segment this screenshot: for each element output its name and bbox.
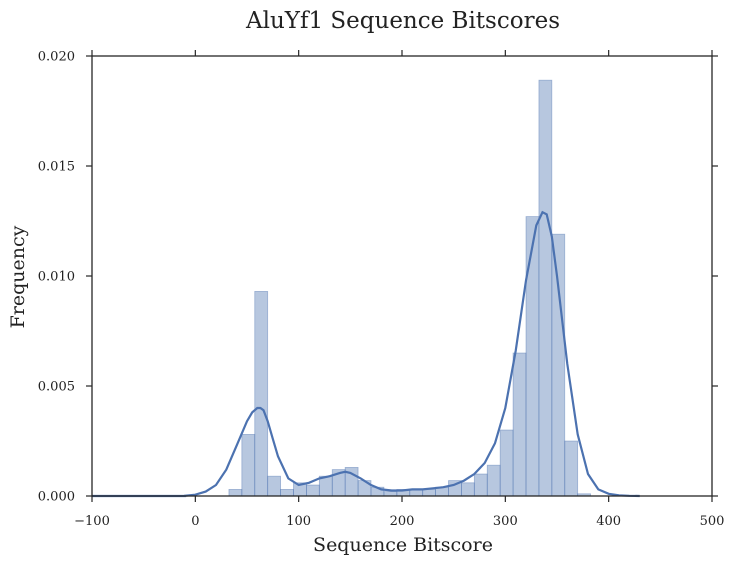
histogram-bar bbox=[525, 216, 540, 497]
y-tick-label: 0.010 bbox=[38, 270, 75, 285]
histogram-bar bbox=[461, 482, 475, 497]
x-tick-label: 100 bbox=[286, 514, 311, 529]
histogram-bar bbox=[241, 433, 256, 497]
histogram-bar bbox=[499, 429, 514, 497]
y-tick-labels: 0.000 0.005 0.010 0.015 0.020 bbox=[38, 50, 75, 505]
x-tick-label: 300 bbox=[493, 514, 518, 529]
histogram-bar bbox=[512, 352, 527, 497]
y-axis-label: Frequency bbox=[7, 225, 29, 328]
histogram-bar bbox=[280, 488, 294, 497]
axis-ticks bbox=[86, 50, 718, 502]
histogram-bar bbox=[551, 233, 566, 497]
histogram-bar bbox=[228, 488, 243, 497]
y-tick-label: 0.005 bbox=[38, 380, 75, 395]
x-tick-label: 500 bbox=[700, 514, 725, 529]
x-tick-label: 400 bbox=[596, 514, 621, 529]
x-axis-label: Sequence Bitscore bbox=[313, 534, 493, 556]
histogram-bars bbox=[228, 79, 591, 497]
y-tick-label: 0.015 bbox=[38, 160, 75, 175]
histogram-bar bbox=[486, 464, 501, 497]
histogram-bar bbox=[473, 473, 488, 497]
histogram-bar bbox=[564, 440, 579, 497]
y-tick-label: 0.000 bbox=[38, 490, 75, 505]
histogram-bar bbox=[318, 475, 333, 497]
histogram-bar bbox=[383, 491, 398, 497]
x-tick-label: 200 bbox=[390, 514, 415, 529]
histogram-bar bbox=[254, 290, 269, 497]
chart-title: AluYf1 Sequence Bitscores bbox=[245, 8, 560, 34]
x-tick-label: 0 bbox=[191, 514, 199, 529]
histogram-bar bbox=[267, 475, 281, 497]
histogram-bar bbox=[538, 79, 553, 497]
plot-frame bbox=[91, 55, 713, 497]
x-tick-labels: −100 0 100 200 300 400 500 bbox=[74, 514, 724, 529]
kde-curve bbox=[92, 210, 640, 498]
x-tick-label: −100 bbox=[74, 514, 110, 529]
y-tick-label: 0.020 bbox=[38, 50, 75, 65]
histogram-bar bbox=[422, 488, 436, 497]
kde-curve-layer bbox=[92, 210, 640, 498]
histogram-bar bbox=[306, 484, 320, 497]
